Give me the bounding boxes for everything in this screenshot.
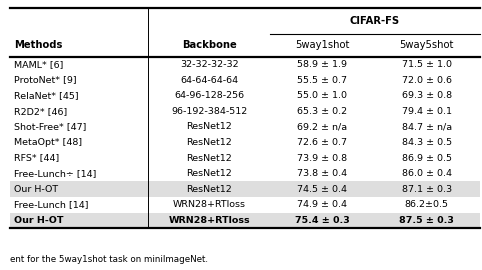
Text: MAML* [6]: MAML* [6] (14, 60, 64, 69)
Text: 75.4 ± 0.3: 75.4 ± 0.3 (295, 216, 349, 225)
Text: ProtoNet* [9]: ProtoNet* [9] (14, 76, 77, 85)
Text: 65.3 ± 0.2: 65.3 ± 0.2 (297, 107, 347, 116)
Text: ResNet12: ResNet12 (187, 185, 232, 194)
Text: Free-Lunch÷ [14]: Free-Lunch÷ [14] (14, 169, 97, 178)
Text: Our H-OT: Our H-OT (14, 185, 59, 194)
Text: ResNet12: ResNet12 (187, 138, 232, 147)
Text: 87.5 ± 0.3: 87.5 ± 0.3 (399, 216, 454, 225)
Text: 72.6 ± 0.7: 72.6 ± 0.7 (297, 138, 347, 147)
Bar (10, 181, 480, 197)
Text: 84.7 ± n/a: 84.7 ± n/a (402, 122, 452, 131)
Text: WRN28+RTloss: WRN28+RTloss (173, 200, 246, 209)
Bar (10, 212, 480, 228)
Text: ResNet12: ResNet12 (187, 169, 232, 178)
Text: 96-192-384-512: 96-192-384-512 (171, 107, 247, 116)
Text: Backbone: Backbone (182, 40, 237, 50)
Text: CIFAR-FS: CIFAR-FS (350, 16, 400, 26)
Text: 86.9 ± 0.5: 86.9 ± 0.5 (402, 154, 452, 163)
Text: R2D2* [46]: R2D2* [46] (14, 107, 67, 116)
Text: 87.1 ± 0.3: 87.1 ± 0.3 (402, 185, 452, 194)
Text: 55.5 ± 0.7: 55.5 ± 0.7 (297, 76, 347, 85)
Text: 72.0 ± 0.6: 72.0 ± 0.6 (402, 76, 452, 85)
Text: 32-32-32-32: 32-32-32-32 (180, 60, 239, 69)
Text: RelaNet* [45]: RelaNet* [45] (14, 91, 79, 100)
Text: Free-Lunch [14]: Free-Lunch [14] (14, 200, 89, 209)
Text: 69.3 ± 0.8: 69.3 ± 0.8 (402, 91, 452, 100)
Text: 73.8 ± 0.4: 73.8 ± 0.4 (297, 169, 347, 178)
Text: 73.9 ± 0.8: 73.9 ± 0.8 (297, 154, 347, 163)
Text: 84.3 ± 0.5: 84.3 ± 0.5 (402, 138, 452, 147)
Text: ResNet12: ResNet12 (187, 122, 232, 131)
Text: 55.0 ± 1.0: 55.0 ± 1.0 (297, 91, 347, 100)
Text: 5way1shot: 5way1shot (295, 40, 349, 50)
Text: 64-64-64-64: 64-64-64-64 (180, 76, 239, 85)
Text: 58.9 ± 1.9: 58.9 ± 1.9 (297, 60, 347, 69)
Text: 74.9 ± 0.4: 74.9 ± 0.4 (297, 200, 347, 209)
Text: WRN28+RTloss: WRN28+RTloss (169, 216, 250, 225)
Text: Methods: Methods (14, 40, 63, 50)
Text: Our H-OT: Our H-OT (14, 216, 64, 225)
Text: ent for the 5way1shot task on miniImageNet.: ent for the 5way1shot task on miniImageN… (10, 255, 208, 264)
Text: 69.2 ± n/a: 69.2 ± n/a (297, 122, 347, 131)
Text: 86.2±0.5: 86.2±0.5 (405, 200, 449, 209)
Text: 64-96-128-256: 64-96-128-256 (174, 91, 244, 100)
Text: ResNet12: ResNet12 (187, 154, 232, 163)
Text: 79.4 ± 0.1: 79.4 ± 0.1 (402, 107, 452, 116)
Text: 86.0 ± 0.4: 86.0 ± 0.4 (402, 169, 452, 178)
Text: Shot-Free* [47]: Shot-Free* [47] (14, 122, 87, 131)
Text: 74.5 ± 0.4: 74.5 ± 0.4 (297, 185, 347, 194)
Text: 71.5 ± 1.0: 71.5 ± 1.0 (402, 60, 452, 69)
Text: 5way5shot: 5way5shot (400, 40, 454, 50)
Text: RFS* [44]: RFS* [44] (14, 154, 60, 163)
Text: MetaOpt* [48]: MetaOpt* [48] (14, 138, 82, 147)
